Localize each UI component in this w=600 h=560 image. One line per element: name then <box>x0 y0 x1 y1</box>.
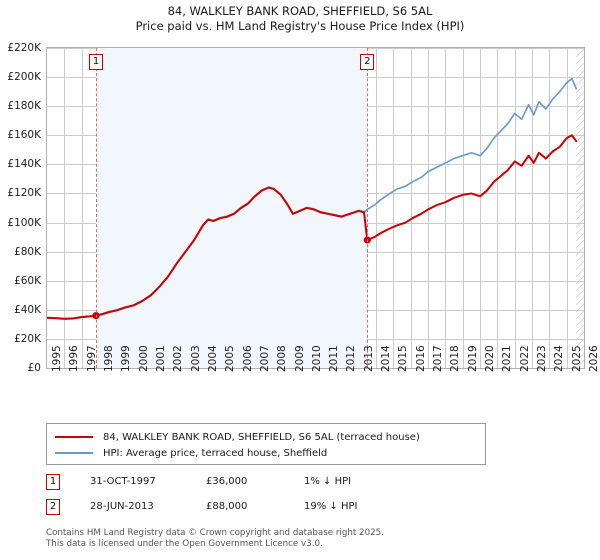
grid-line-vertical <box>82 48 83 368</box>
x-axis-tick-label: 2020 <box>484 345 497 372</box>
grid-line-vertical <box>428 48 429 368</box>
y-axis-tick-label: £120K <box>7 187 41 200</box>
chart-plot-area[interactable] <box>46 47 585 369</box>
chart-event-badge-2[interactable]: 2 <box>360 54 375 70</box>
x-axis-tick-label: 2009 <box>293 345 306 372</box>
footer-line-copyright: Contains HM Land Registry data © Crown c… <box>46 528 384 538</box>
grid-line-vertical <box>376 48 377 368</box>
x-axis-tick-label: 2011 <box>328 345 341 372</box>
x-axis-tick-label: 2012 <box>345 345 358 372</box>
y-axis-tick-label: £40K <box>14 303 41 316</box>
x-axis-tick-label: 2003 <box>189 345 202 372</box>
x-axis-tick-label: 2026 <box>588 345 600 372</box>
x-axis-tick-label: 2010 <box>310 345 323 372</box>
grid-line-vertical <box>64 48 65 368</box>
x-axis-tick-label: 2016 <box>414 345 427 372</box>
status-badge: 2 <box>46 499 60 515</box>
x-axis-tick-label: 2004 <box>206 345 219 372</box>
x-axis-tick-label: 2024 <box>553 345 566 372</box>
x-axis-tick-label: 2013 <box>362 345 375 372</box>
table-row[interactable]: 2 28-JUN-2013 £88,000 19% ↓ HPI <box>46 498 506 523</box>
x-axis-tick-label: 2005 <box>224 345 237 372</box>
x-axis-tick-label: 2017 <box>432 345 445 372</box>
legend-label-hpi: HPI: Average price, terraced house, Shef… <box>103 447 328 459</box>
chart-event-badge-1[interactable]: 1 <box>89 54 104 70</box>
x-axis-tick-label: 2006 <box>241 345 254 372</box>
x-axis-tick-label: 2022 <box>518 345 531 372</box>
y-axis: £0 £20K £40K £60K £80K £100K £120K £140K £160K £1… <box>0 0 46 560</box>
legend-label-price-paid: 84, WALKLEY BANK ROAD, SHEFFIELD, S6 5AL… <box>103 431 420 443</box>
x-axis-tick-label: 2007 <box>258 345 271 372</box>
x-axis-tick-label: 2008 <box>276 345 289 372</box>
y-axis-tick-label: £140K <box>7 158 41 171</box>
footer-attribution: Contains HM Land Registry data © Crown c… <box>46 528 566 550</box>
y-axis-tick-label: £100K <box>7 216 41 229</box>
title-address: 84, WALKLEY BANK ROAD, SHEFFIELD, S6 5AL <box>167 4 433 18</box>
footer-line-licence: This data is licensed under the Open Gov… <box>46 539 323 549</box>
y-axis-tick-label: £60K <box>14 274 41 287</box>
y-axis-tick-label: £160K <box>7 129 41 142</box>
x-axis-tick-label: 1997 <box>85 345 98 372</box>
grid-line-vertical <box>445 48 446 368</box>
grid-line-vertical <box>411 48 412 368</box>
grid-line-vertical <box>515 48 516 368</box>
grid-line-vertical <box>549 48 550 368</box>
x-axis-tick-label: 2025 <box>570 345 583 372</box>
transaction-hpi-delta: 1% ↓ HPI <box>304 476 352 487</box>
grid-line-vertical <box>497 48 498 368</box>
legend-item-price-paid: 84, WALKLEY BANK ROAD, SHEFFIELD, S6 5AL… <box>55 429 477 445</box>
no-data-hatch <box>576 48 584 368</box>
series-line-price-paid <box>47 134 578 320</box>
transaction-date: 28-JUN-2013 <box>90 501 154 512</box>
x-axis-tick-label: 2001 <box>154 345 167 372</box>
y-axis-tick-label: £0 <box>27 362 41 374</box>
x-axis-tick-label: 2021 <box>501 345 514 372</box>
grid-line-vertical <box>567 48 568 368</box>
grid-line-vertical <box>393 48 394 368</box>
y-axis-tick-label: £80K <box>14 245 41 258</box>
grid-line-vertical <box>532 48 533 368</box>
line-swatch-icon <box>55 452 93 454</box>
legend-item-hpi: HPI: Average price, terraced house, Shef… <box>55 445 477 461</box>
x-axis-tick-label: 2018 <box>449 345 462 372</box>
y-axis-tick-label: £180K <box>7 100 41 113</box>
transaction-price: £88,000 <box>206 501 248 512</box>
transactions-table: 1 31-OCT-1997 £36,000 1% ↓ HPI 2 28-JUN-… <box>46 473 506 523</box>
x-axis-tick-label: 1998 <box>102 345 115 372</box>
grid-line-vertical <box>480 48 481 368</box>
grid-line-vertical <box>463 48 464 368</box>
x-axis-tick-label: 2015 <box>397 345 410 372</box>
x-axis-tick-label: 1999 <box>120 345 133 372</box>
transaction-date: 31-OCT-1997 <box>90 476 156 487</box>
y-axis-tick-label: £20K <box>14 332 41 345</box>
title-subtitle: Price paid vs. HM Land Registry's House … <box>135 19 465 33</box>
x-axis-tick-label: 2019 <box>466 345 479 372</box>
x-axis-tick-label: 2000 <box>137 345 150 372</box>
chart-legend: 84, WALKLEY BANK ROAD, SHEFFIELD, S6 5AL… <box>46 423 486 465</box>
event-dashed-line <box>367 48 369 368</box>
transaction-hpi-delta: 19% ↓ HPI <box>304 501 358 512</box>
x-axis-tick-label: 2023 <box>536 345 549 372</box>
x-axis-tick-label: 1996 <box>68 345 81 372</box>
transaction-price: £36,000 <box>206 476 248 487</box>
page-title: 84, WALKLEY BANK ROAD, SHEFFIELD, S6 5AL… <box>0 4 600 34</box>
y-axis-tick-label: £200K <box>7 71 41 84</box>
table-row[interactable]: 1 31-OCT-1997 £36,000 1% ↓ HPI <box>46 473 506 498</box>
line-swatch-icon <box>55 436 93 438</box>
x-axis-tick-label: 2002 <box>172 345 185 372</box>
x-axis-tick-label: 2014 <box>380 345 393 372</box>
event-dashed-line <box>96 48 98 368</box>
status-badge: 1 <box>46 474 60 490</box>
x-axis-tick-label: 1995 <box>51 345 63 372</box>
y-axis-tick-label: £220K <box>7 42 41 54</box>
ownership-shade <box>96 48 368 368</box>
